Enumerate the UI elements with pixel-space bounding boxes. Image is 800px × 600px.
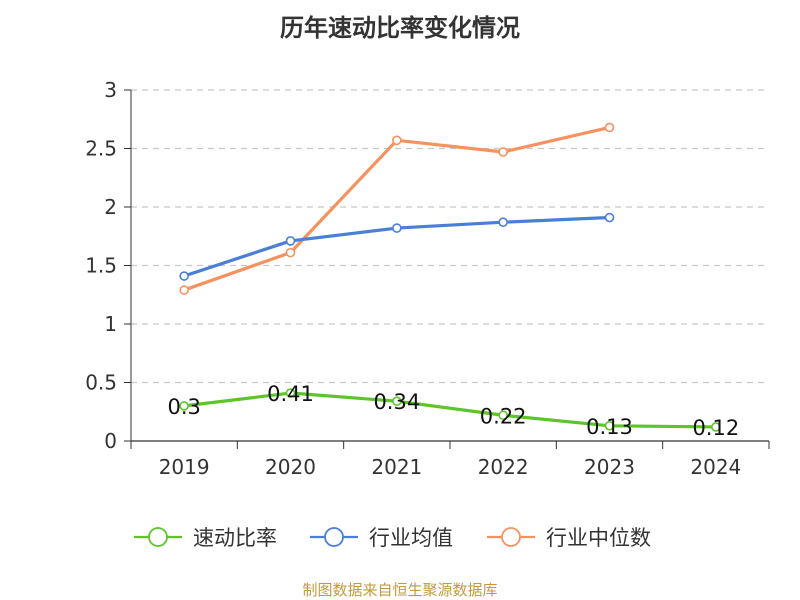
legend-marker — [324, 527, 344, 547]
y-tick-label: 0.5 — [85, 371, 117, 395]
data-label: 0.13 — [586, 415, 633, 439]
legend-label: 行业中位数 — [546, 526, 651, 550]
y-tick-label: 1.5 — [85, 254, 117, 278]
data-point — [179, 271, 189, 281]
x-tick-label: 2019 — [159, 455, 210, 479]
y-tick-label: 1 — [104, 312, 117, 336]
x-tick-label: 2020 — [265, 455, 316, 479]
chart-title: 历年速动比率变化情况 — [280, 14, 520, 42]
source-note: 制图数据来自恒生聚源数据库 — [302, 581, 498, 599]
data-point — [604, 212, 615, 223]
data-point — [285, 247, 296, 258]
legend: 速动比率 行业均值 行业中位数 — [134, 526, 651, 550]
data-point — [285, 388, 296, 398]
data-point — [604, 122, 615, 133]
y-tick-label: 2.5 — [85, 137, 117, 161]
y-tick-label: 2 — [104, 195, 117, 219]
y-tick-label: 0 — [104, 429, 117, 453]
data-label: 0.12 — [692, 416, 739, 440]
data-point — [392, 135, 402, 146]
data-point — [285, 236, 296, 246]
data-label: 0.22 — [480, 404, 527, 428]
x-tick-label: 2023 — [584, 455, 635, 479]
data-point — [498, 410, 508, 421]
x-tick-label: 2024 — [690, 455, 741, 479]
x-tick-label: 2022 — [478, 455, 529, 479]
legend-marker — [501, 527, 521, 547]
data-point — [498, 217, 508, 228]
data-label: 0.34 — [373, 390, 420, 414]
data-point — [392, 223, 402, 233]
series-lines — [179, 122, 721, 432]
data-point — [179, 401, 189, 411]
data-point — [392, 396, 402, 407]
series-line-1 — [183, 391, 716, 429]
data-label: 0.3 — [167, 395, 200, 419]
axes: 0 0.5 1 1.5 2 2.5 3 2019 2020 2021 2022 2023 2024 — [85, 78, 770, 479]
y-tick-label: 3 — [104, 78, 117, 102]
legend-marker — [148, 527, 168, 547]
data-point — [498, 147, 508, 157]
gridlines — [131, 89, 769, 384]
data-point — [179, 285, 189, 295]
data-labels: 0.3 0.41 0.34 0.22 0.13 0.12 — [167, 382, 739, 440]
data-point — [711, 422, 721, 432]
data-point — [604, 420, 615, 431]
legend-label: 速动比率 — [193, 526, 277, 550]
x-tick-label: 2021 — [371, 455, 422, 479]
data-label: 0.41 — [267, 382, 314, 406]
legend-label: 行业均值 — [369, 526, 453, 550]
